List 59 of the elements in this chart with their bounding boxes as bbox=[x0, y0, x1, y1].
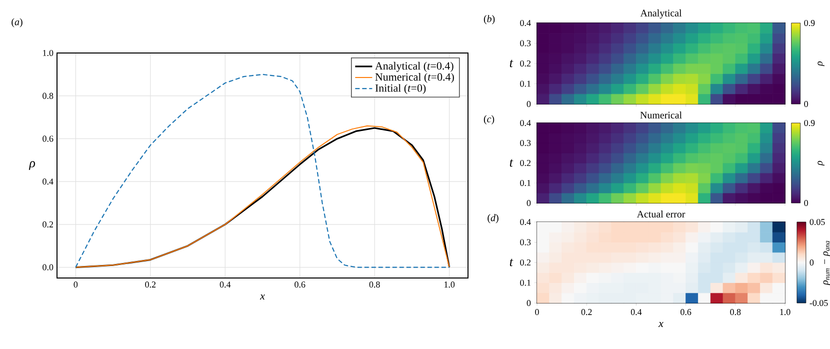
y-axis-title: t bbox=[510, 60, 514, 68]
y-axis-title: t bbox=[510, 159, 514, 167]
color-bar-label: 0 bbox=[810, 259, 814, 266]
y-tick-label: 0 bbox=[526, 100, 531, 108]
y-tick-label: 0.2 bbox=[520, 60, 530, 67]
y-tick-label: 0.6 bbox=[42, 136, 54, 142]
x-tick-label: 0.2 bbox=[145, 282, 156, 288]
y-tick-label: 0.4 bbox=[42, 178, 54, 185]
color-bar-title: ρ bbox=[818, 160, 824, 166]
color-bar-label: 0.9 bbox=[804, 20, 815, 26]
x-tick-label: 1.0 bbox=[444, 282, 455, 288]
color-bar-label: 0 bbox=[804, 100, 808, 108]
x-axis-title: x bbox=[658, 322, 664, 327]
legend-label: Analytical (t=0.4) bbox=[375, 62, 454, 72]
y-tick-label: 0 bbox=[526, 300, 531, 306]
y-axis-title: t bbox=[510, 258, 514, 266]
y-axis-title: ρ bbox=[28, 161, 36, 170]
color-bar-label: -0.05 bbox=[810, 300, 828, 306]
x-tick-label: 0.6 bbox=[680, 309, 692, 316]
y-tick-label: 0.1 bbox=[520, 280, 530, 286]
y-tick-label: 0.1 bbox=[520, 180, 530, 186]
x-tick-label: 0 bbox=[535, 309, 539, 316]
y-tick-label: 0.1 bbox=[520, 80, 530, 87]
x-axis-title: x bbox=[260, 294, 265, 300]
y-tick-label: 0.4 bbox=[520, 120, 531, 126]
color-bar-title: ρ bbox=[818, 61, 824, 66]
text: (a) bbox=[12, 18, 22, 28]
x-tick-label: 0.4 bbox=[220, 282, 231, 288]
text: (d) bbox=[488, 214, 498, 224]
legend-label: Numerical (t=0.4) bbox=[375, 72, 454, 83]
x-tick-label: 0.8 bbox=[369, 282, 380, 288]
color-bar-label: 0.9 bbox=[804, 120, 815, 126]
chart-title: Numerical bbox=[640, 111, 682, 118]
y-tick-label: 0.2 bbox=[42, 221, 53, 228]
y-tick-label: 0 bbox=[526, 200, 531, 206]
y-tick-label: 0.2 bbox=[520, 160, 530, 166]
x-tick-label: 0.2 bbox=[581, 309, 592, 316]
text: (c) bbox=[484, 115, 494, 124]
y-tick-label: 0.8 bbox=[42, 92, 54, 99]
color-bar-title: ρ$_{num}$ − ρ$_{ana}$ bbox=[823, 240, 830, 286]
legend-label: Initial (t=0) bbox=[375, 84, 426, 94]
y-tick-label: 1.0 bbox=[43, 50, 54, 56]
x-tick-label: 0.6 bbox=[294, 282, 306, 288]
y-tick-label: 0.0 bbox=[42, 264, 54, 270]
color-bar-label: 0 bbox=[804, 200, 808, 206]
y-tick-label: 0.3 bbox=[520, 40, 531, 46]
y-tick-label: 0.4 bbox=[520, 20, 531, 26]
y-tick-label: 0.2 bbox=[520, 259, 530, 266]
y-tick-label: 0.3 bbox=[520, 239, 531, 246]
text: (b) bbox=[484, 15, 495, 24]
x-tick-label: 1.0 bbox=[780, 309, 790, 316]
x-tick-label: 0.4 bbox=[630, 309, 642, 316]
y-tick-label: 0.3 bbox=[520, 140, 531, 146]
x-tick-label: 0 bbox=[74, 282, 78, 288]
chart-title: Actual error bbox=[636, 210, 686, 218]
y-tick-label: 0.4 bbox=[520, 218, 531, 226]
color-bar-label: 0.05 bbox=[810, 218, 825, 226]
x-tick-label: 0.8 bbox=[730, 309, 741, 316]
chart-title: Analytical bbox=[640, 9, 682, 19]
